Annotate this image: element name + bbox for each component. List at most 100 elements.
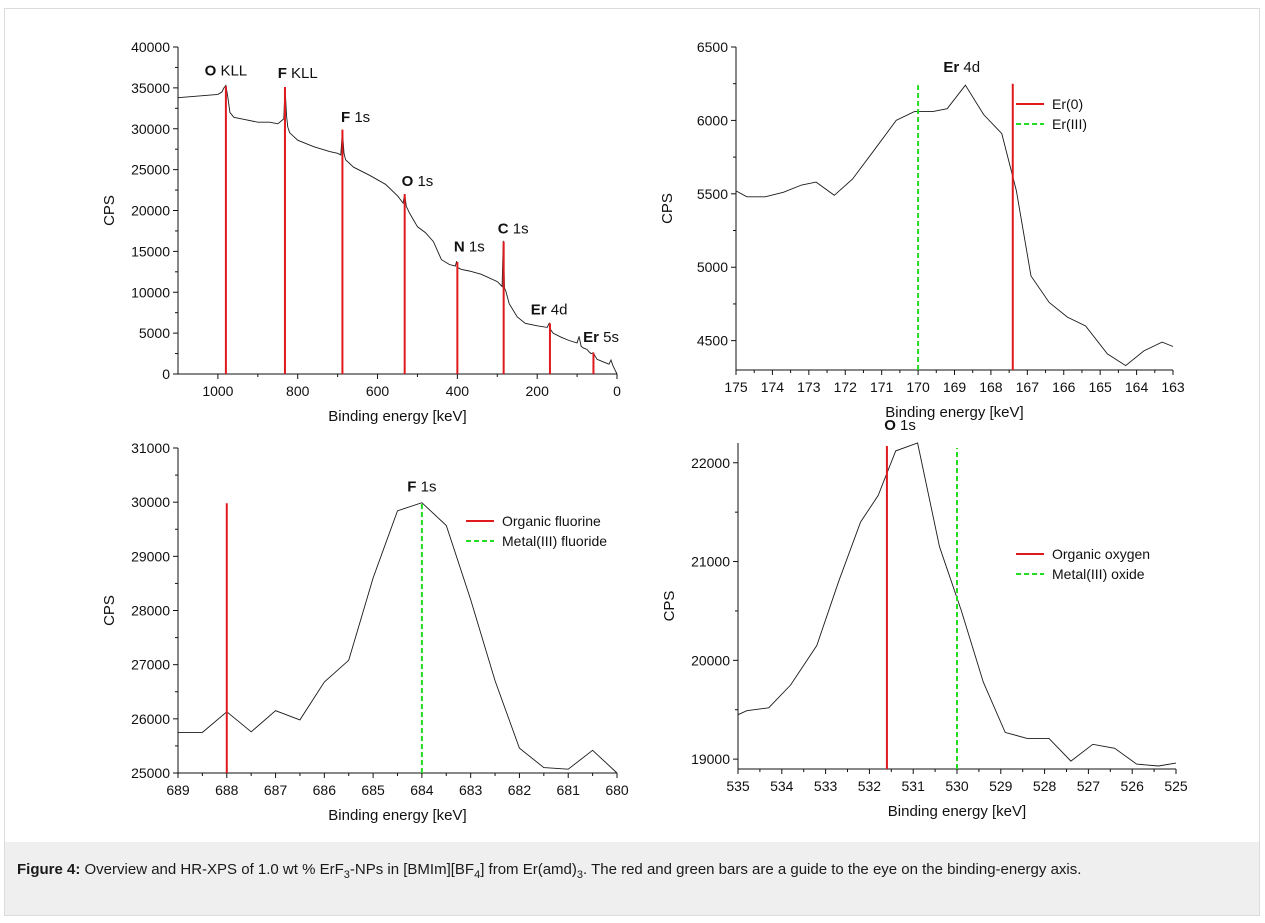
x-tick-label: 527 [1077,778,1101,794]
peak-orbital: 1s [413,173,433,190]
y-tick-label: 4500 [697,333,728,349]
y-tick-label: 25000 [131,765,170,781]
chart-overview: 0500010000150002000025000300003500040000… [101,39,621,425]
x-tick-label: 533 [814,778,838,794]
x-tick-label: 680 [605,782,629,798]
x-tick-label: 529 [989,778,1013,794]
peak-orbital: 5s [599,329,619,346]
x-tick-label: 687 [264,782,288,798]
peak-element: Er [531,301,547,318]
x-axis-label: Binding energy [keV] [888,803,1026,820]
y-axis-label: CPS [101,195,118,226]
y-tick-label: 5000 [697,259,728,275]
peak-orbital: KLL [216,63,247,80]
peak-element: C [498,220,509,237]
peak-element: Er [583,329,599,346]
peak-orbital: 1s [416,478,436,495]
x-tick-label: 689 [166,782,190,798]
figure-caption: Figure 4: Overview and HR-XPS of 1.0 wt … [5,842,1259,915]
peak-label: Er 5s [583,329,619,346]
spectrum-line [737,442,1177,767]
x-tick-label: 688 [215,782,239,798]
y-tick-label: 28000 [131,603,170,619]
xps-figure: 0500010000150002000025000300003500040000… [101,39,1188,824]
caption-label: Figure 4: [17,861,81,878]
x-tick-label: 165 [1088,379,1112,395]
peak-label: N 1s [454,238,485,255]
x-tick-label: 528 [1033,778,1057,794]
chart-er4d: 4500 5000 5500 6000 6500 175 174 173 172 171 170 16… [659,39,1185,421]
x-tick-label: 531 [902,778,926,794]
caption-text-c: ] from Er(amd) [480,861,577,878]
legend-label: Er(III) [1052,116,1087,132]
y-tick-label: 27000 [131,657,170,673]
peak-label: F KLL [278,65,318,82]
x-tick-label: 686 [313,782,337,798]
x-tick-label: 163 [1161,379,1185,395]
legend-label: Metal(III) fluoride [502,533,607,549]
peak-label: C 1s [498,220,529,237]
y-tick-label: 35000 [131,80,170,96]
x-tick-label: 681 [557,782,581,798]
peak-orbital: 1s [465,238,485,255]
y-tick-label: 10000 [131,284,170,300]
x-tick-label: 534 [770,778,794,794]
x-tick-label: 169 [943,379,967,395]
y-tick-label: 26000 [131,711,170,727]
peak-orbital: 1s [350,109,370,126]
y-tick-label: 31000 [131,440,170,456]
y-axis-label: CPS [659,193,676,224]
y-tick-label: 6500 [697,39,728,55]
peak-element: O [402,173,414,190]
peak-orbital: 4d [547,301,568,318]
caption-text-a: Overview and HR-XPS of 1.0 wt % ErF [80,861,344,878]
x-tick-label: 683 [459,782,483,798]
figure-frame [4,8,1260,916]
x-tick-label: 800 [286,383,310,399]
peak-element: F [278,65,287,82]
peak-element: N [454,238,465,255]
x-tick-label: 532 [858,778,882,794]
y-tick-label: 40000 [131,39,170,55]
y-tick-label: 30000 [131,494,170,510]
y-tick-label: 5000 [139,325,170,341]
x-tick-label: 682 [508,782,532,798]
legend-label: Organic oxygen [1052,546,1150,562]
y-tick-label: 30000 [131,121,170,137]
y-tick-label: 15000 [131,243,170,259]
caption-text-b: -NPs in [BMIm][BF [349,861,475,878]
x-tick-label: 200 [526,383,550,399]
chart-f1s: 25000 26000 27000 28000 29000 30000 31000 689 68… [101,440,629,824]
x-tick-label: 525 [1164,778,1188,794]
legend-label: Er(0) [1052,96,1083,112]
y-tick-label: 19000 [691,751,730,767]
caption-text-d: . The red and green bars are a guide to … [583,861,1082,878]
peak-label: Er 4d [943,59,980,76]
x-axis-label: Binding energy [keV] [885,404,1023,421]
peak-orbital: 1s [509,220,529,237]
y-tick-label: 25000 [131,162,170,178]
x-tick-label: 171 [870,379,894,395]
x-tick-label: 600 [366,383,390,399]
peak-label: Er 4d [531,301,568,318]
spectrum-line [735,84,1174,367]
x-tick-label: 400 [446,383,470,399]
x-tick-label: 530 [945,778,969,794]
x-tick-label: 167 [1016,379,1040,395]
x-tick-label: 685 [361,782,385,798]
y-tick-label: 6000 [697,112,728,128]
x-tick-label: 170 [906,379,930,395]
legend-label: Metal(III) oxide [1052,566,1145,582]
x-tick-label: 173 [797,379,821,395]
peak-orbital: KLL [287,65,318,82]
y-tick-label: 29000 [131,548,170,564]
x-tick-label: 535 [726,778,750,794]
peak-label: F 1s [407,478,436,495]
peak-label: O 1s [402,173,434,190]
spectrum-line [178,502,618,774]
peak-element: O [205,63,217,80]
peak-element: O [884,417,896,434]
x-tick-label: 172 [834,379,858,395]
peak-label: O KLL [205,63,248,80]
